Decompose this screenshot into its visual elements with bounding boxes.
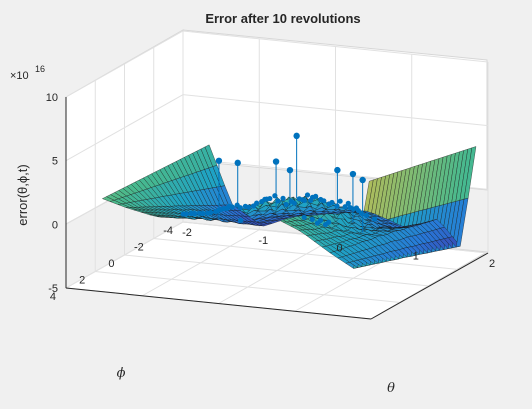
peak-marker xyxy=(358,210,365,216)
y-grid-line xyxy=(94,80,401,303)
peak-marker xyxy=(326,219,332,225)
peak-marker xyxy=(291,200,297,206)
peak-marker xyxy=(215,157,223,164)
phi-tick-label: 4 xyxy=(50,291,56,303)
peak-marker xyxy=(254,200,260,206)
chart-title: Error after 10 revolutions xyxy=(205,11,360,26)
peak-marker xyxy=(234,159,241,167)
z-exponent-power: 16 xyxy=(35,64,45,74)
phi-tick-label: -4 xyxy=(163,225,173,237)
peak-marker xyxy=(372,216,378,222)
y-axis-label: ϕ xyxy=(117,366,126,381)
surface-patch xyxy=(463,146,477,200)
phi-tick-label: -2 xyxy=(134,242,144,254)
theta-tick-label: 0 xyxy=(336,243,342,255)
peak-marker xyxy=(308,197,314,204)
peak-marker xyxy=(229,204,235,210)
peak-marker xyxy=(286,166,294,174)
z-tick-label: -5 xyxy=(48,283,58,295)
theta-tick-label: -2 xyxy=(182,227,192,239)
peak-marker xyxy=(321,198,327,204)
y-grid-line xyxy=(124,64,430,287)
peak-marker xyxy=(224,205,230,211)
z-exponent-base: ×10 xyxy=(10,70,29,82)
peak-marker xyxy=(275,198,281,204)
peak-marker xyxy=(245,204,252,210)
peak-marker xyxy=(353,205,360,211)
peak-marker xyxy=(337,198,343,204)
peak-marker xyxy=(334,166,341,174)
peak-marker xyxy=(262,196,268,202)
peak-marker xyxy=(237,217,244,224)
theta-tick-label: -1 xyxy=(258,235,268,247)
x-axis-label: θ xyxy=(387,381,395,396)
axis-lines xyxy=(65,97,489,320)
z-tick-label: 5 xyxy=(52,156,58,168)
peak-marker xyxy=(272,193,278,199)
peak-marker xyxy=(299,197,306,203)
peak-marker xyxy=(272,158,280,165)
z-axis-label: error(θ,ϕ,t) xyxy=(15,164,30,225)
phi-tick-label: 2 xyxy=(79,275,85,287)
peak-marker xyxy=(329,199,335,206)
theta-tick-label: 2 xyxy=(489,258,495,270)
peak-marker xyxy=(283,201,289,208)
peak-marker xyxy=(345,200,351,206)
peak-marker xyxy=(267,195,273,202)
phi-axis-line xyxy=(65,287,372,320)
peak-markers xyxy=(180,132,378,233)
peak-marker xyxy=(313,193,319,199)
peak-marker xyxy=(334,203,340,209)
peak-marker xyxy=(183,211,189,217)
z-tick-label: 0 xyxy=(52,219,58,231)
peak-marker xyxy=(317,217,324,223)
peak-marker xyxy=(304,192,311,198)
peak-marker xyxy=(237,205,243,211)
peak-marker xyxy=(191,211,198,217)
peak-marker xyxy=(208,209,214,216)
peak-marker xyxy=(200,210,206,217)
z-exponent: ×10 16 xyxy=(10,64,45,82)
peak-marker xyxy=(309,216,315,222)
peak-marker xyxy=(216,207,222,213)
peak-marker xyxy=(280,195,286,201)
peak-marker xyxy=(293,132,300,140)
theta-tick-label: 1 xyxy=(413,250,419,262)
peak-marker xyxy=(349,170,357,178)
peak-marker xyxy=(301,214,307,220)
peak-marker xyxy=(342,204,348,210)
theta-axis-line xyxy=(370,252,489,320)
z-tick-label: 10 xyxy=(46,92,58,104)
peak-marker xyxy=(359,176,366,184)
tick-labels: -5 0 5 10 -4 -2 0 2 4 -2 -1 0 1 2 xyxy=(46,92,495,303)
peak-marker xyxy=(363,212,370,218)
phi-tick-label: 0 xyxy=(108,258,114,270)
